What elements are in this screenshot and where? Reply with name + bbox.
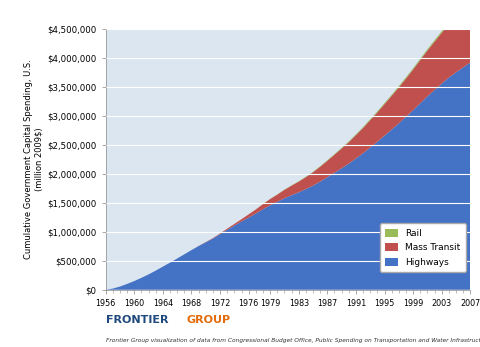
Text: Frontier Group visualization of data from Congressional Budget Office, Public Sp: Frontier Group visualization of data fro… xyxy=(106,338,480,343)
Text: FRONTIER: FRONTIER xyxy=(106,315,168,325)
Legend: Rail, Mass Transit, Highways: Rail, Mass Transit, Highways xyxy=(380,223,466,272)
Y-axis label: Cumulative Government Capital Spending, U.S.
(million 2009$): Cumulative Government Capital Spending, … xyxy=(24,60,43,260)
Text: GROUP: GROUP xyxy=(186,315,230,325)
